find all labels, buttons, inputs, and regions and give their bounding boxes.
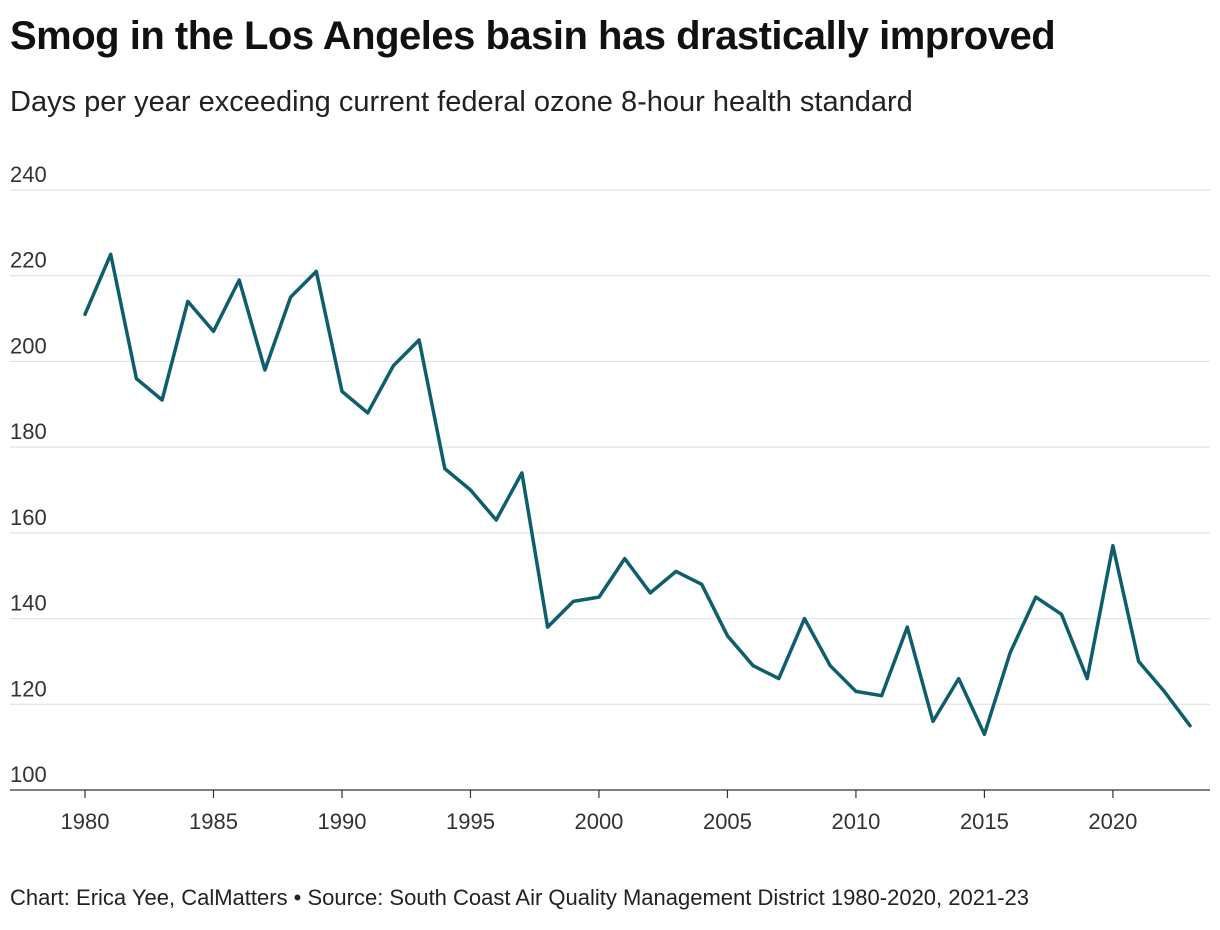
y-axis-labels: 240 220 200 180 160 140 120 100 [10,162,47,787]
y-tick-label: 220 [10,248,47,273]
y-tick-label: 160 [10,505,47,530]
chart-subtitle: Days per year exceeding current federal … [10,86,913,118]
y-tick-label: 180 [10,419,47,444]
x-tick-label: 1985 [189,809,238,834]
series-line [83,252,1192,737]
y-tick-label: 120 [10,676,47,701]
chart-title: Smog in the Los Angeles basin has drasti… [10,14,1056,58]
x-tick-label: 2010 [831,809,880,834]
x-tick-label: 2005 [703,809,752,834]
y-tick-label: 140 [10,591,47,616]
y-tick-label: 240 [10,162,47,187]
x-tick-label: 1980 [61,809,110,834]
gridlines [10,189,1210,791]
x-tick-label: 1990 [318,809,367,834]
x-tick-label: 2015 [960,809,1009,834]
series-line-group [83,252,1192,737]
x-tick-label: 1995 [446,809,495,834]
source-credit: Chart: Erica Yee, CalMatters • Source: S… [10,885,1030,910]
x-axis: 1980 1985 1990 1995 2000 2005 2010 2015 2020 [61,790,1137,834]
x-tick-label: 2000 [574,809,623,834]
y-tick-label: 100 [10,762,47,787]
x-tick-label: 2020 [1088,809,1137,834]
y-tick-label: 200 [10,333,47,358]
